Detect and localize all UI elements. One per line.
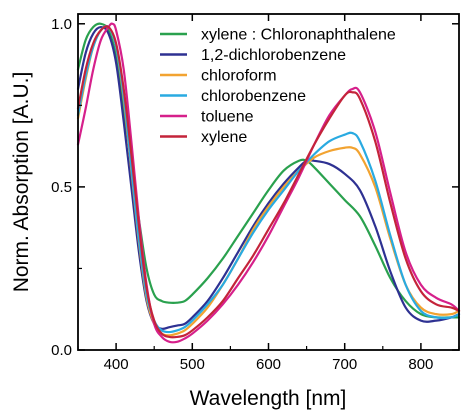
y-tick-label: 1.0 [51,16,72,33]
legend: xylene : Chloronaphthalene 1,2-dichlorobe… [160,27,396,146]
legend-label-4: chlorobenzene [201,88,306,105]
legend-label-6: xylene [201,129,247,146]
series-line-1 [76,22,461,319]
ticks: 400 500 600 700 800 0.0 0.5 1.0 [51,14,460,373]
legend-label-2: 1,2-dichlorobenzene [201,47,346,64]
series-line-2 [76,25,461,331]
series-line-5 [76,22,461,344]
x-axis-title: Wavelength [nm] [190,387,347,410]
legend-label-5: toluene [201,109,254,126]
y-axis-title: Norm. Absorption [A.U.] [10,72,33,293]
x-tick-label: 400 [104,356,129,373]
y-tick-label: 0.0 [51,342,72,359]
legend-label-3: chloroform [201,68,277,85]
x-tick-label: 600 [256,356,281,373]
x-tick-label: 700 [332,356,357,373]
y-tick-label: 0.5 [51,179,72,196]
x-tick-label: 800 [408,356,433,373]
x-tick-label: 500 [180,356,205,373]
legend-label-1: xylene : Chloronaphthalene [201,27,396,44]
series-line-6 [76,25,461,339]
series-lines [76,22,461,344]
